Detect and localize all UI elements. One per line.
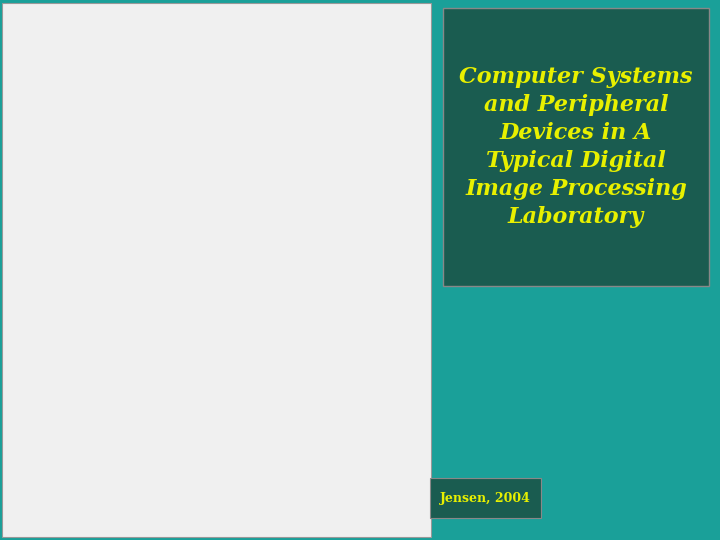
FancyBboxPatch shape: [2, 3, 431, 537]
Text: Jensen, 2004: Jensen, 2004: [440, 491, 531, 505]
Text: Computer Systems
and Peripheral
Devices in A
Typical Digital
Image Processing
La: Computer Systems and Peripheral Devices …: [459, 66, 693, 228]
FancyBboxPatch shape: [430, 478, 541, 518]
FancyBboxPatch shape: [443, 8, 709, 286]
